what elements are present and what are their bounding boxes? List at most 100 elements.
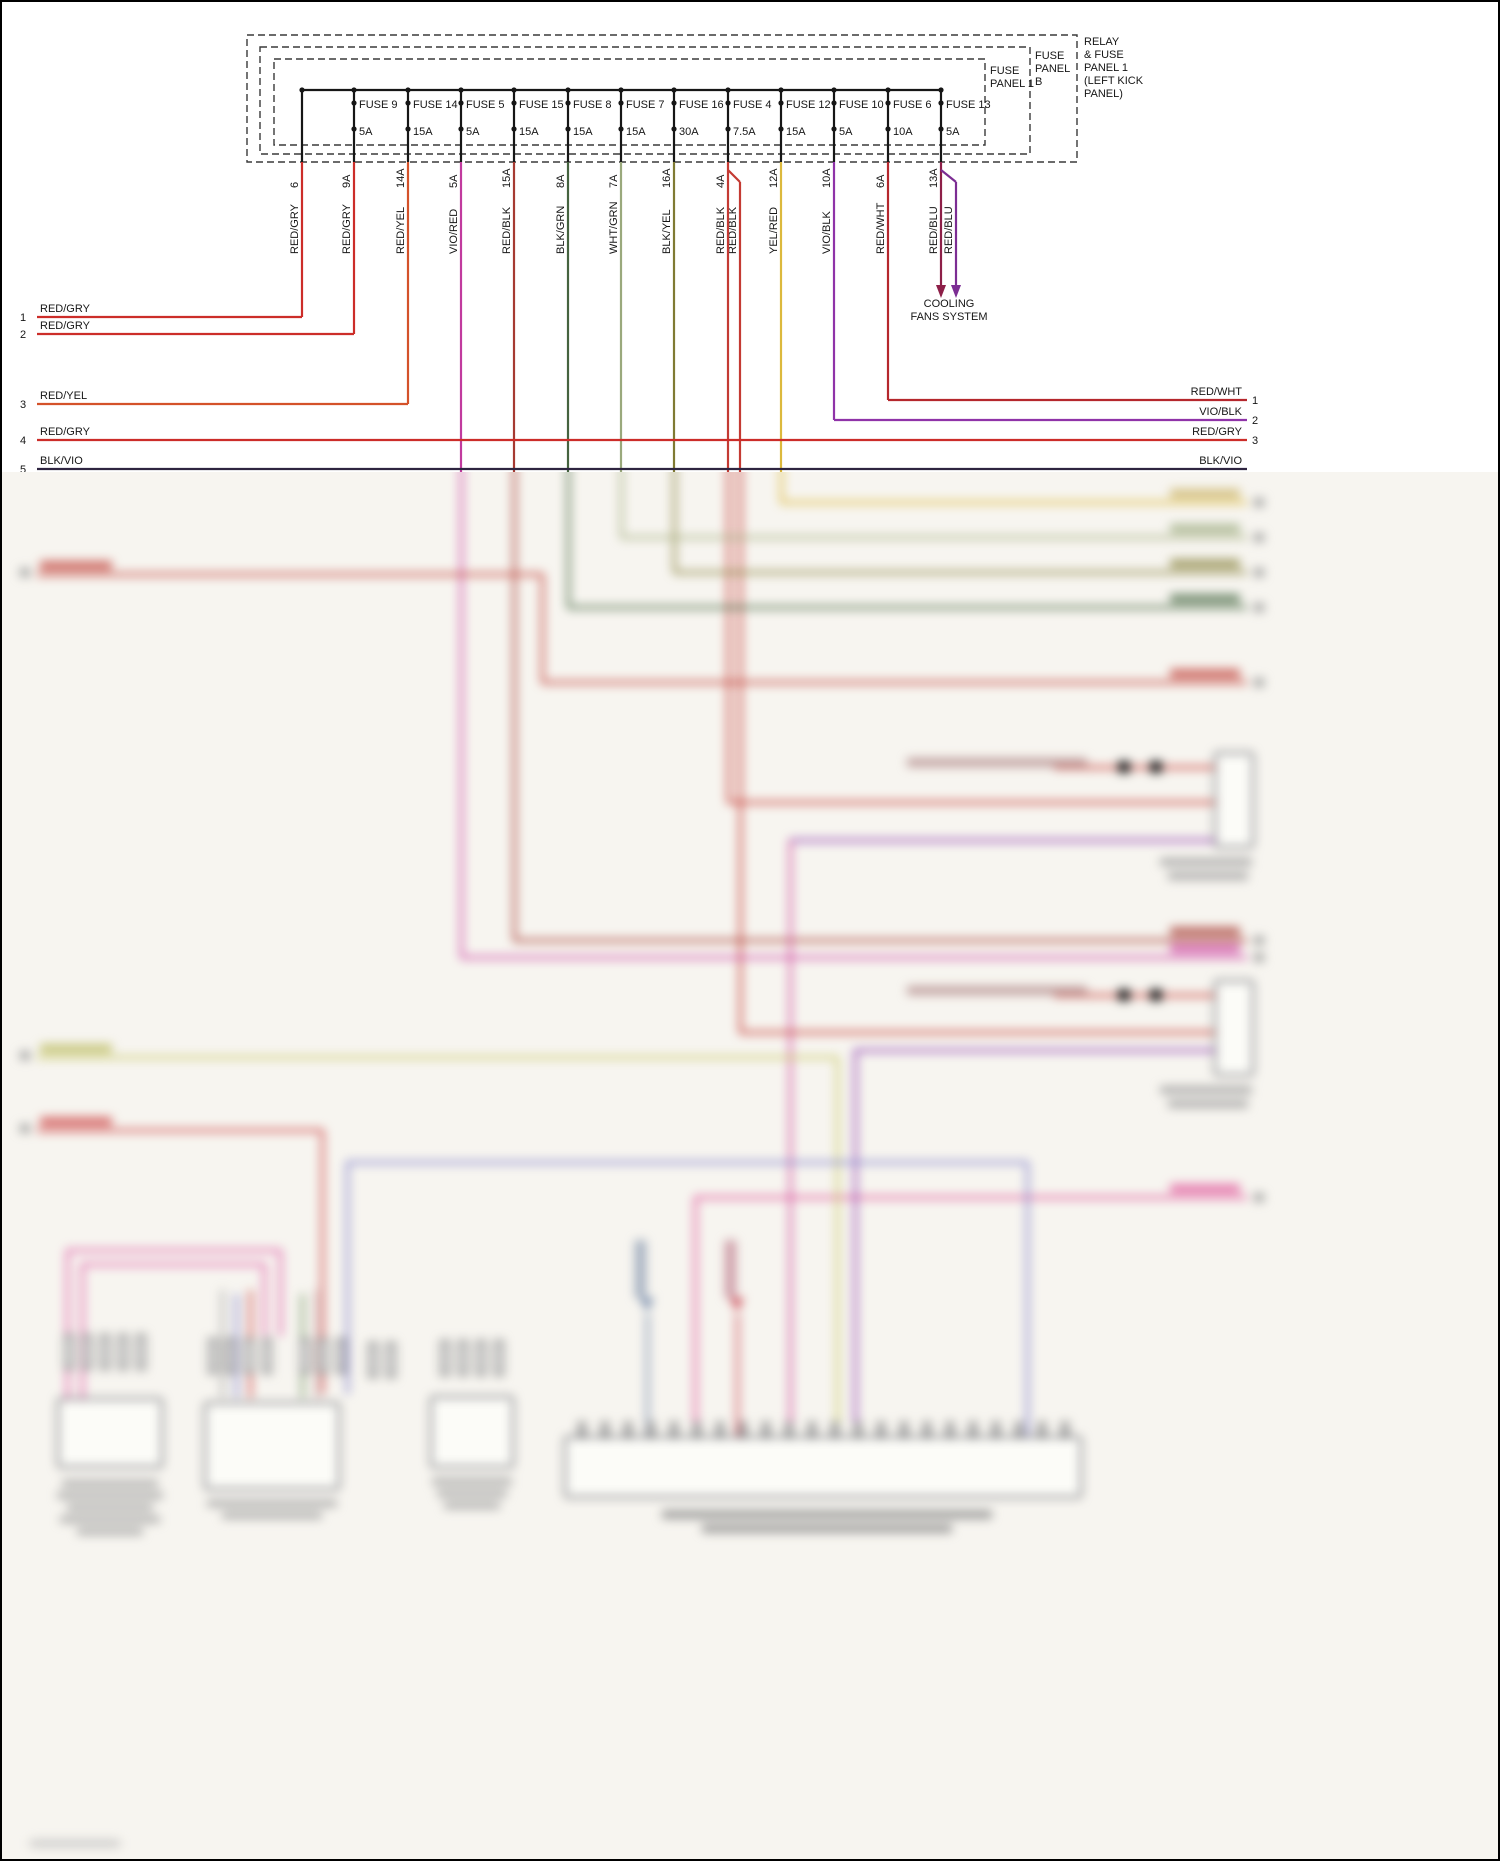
- blurred-bar: [1160, 1086, 1252, 1094]
- blurred-v: [646, 1314, 649, 1436]
- blurred-connector-pin: [578, 1422, 586, 1436]
- blurred-connector-pin: [226, 1338, 236, 1374]
- blurred-v: [81, 1264, 84, 1398]
- blurred-connector-pin: [900, 1422, 908, 1436]
- pin-label: 7A: [608, 174, 620, 188]
- fuse-panel-1-label: FUSE: [990, 65, 1019, 77]
- wire-color-label: WHT/GRN: [608, 201, 620, 254]
- blurred-bar: [635, 1240, 646, 1298]
- blurred-sq: [1118, 761, 1130, 773]
- blurred-connector-pin: [476, 1340, 486, 1376]
- blurred-connector-pin: [854, 1422, 862, 1436]
- blurred-v: [460, 472, 463, 957]
- wire-color-label: RED/BLK: [501, 206, 513, 254]
- blurred-connector-pin: [647, 1422, 655, 1436]
- blurred-v: [66, 1250, 69, 1398]
- fuse-amp: 5A: [466, 126, 480, 138]
- blurred-h: [568, 606, 1247, 609]
- blurred-bar: [1254, 678, 1264, 687]
- blurred-bar: [1254, 1193, 1264, 1202]
- fuse-panel-1-label: PANEL 1: [990, 78, 1034, 90]
- fuse-panel-1-box: [273, 58, 986, 146]
- blurred-connector-pin: [336, 1338, 346, 1374]
- wire-color-label: RED/BLK: [715, 206, 727, 254]
- blurred-box: [57, 1398, 163, 1468]
- blurred-bar: [1160, 858, 1252, 866]
- blurred-v: [513, 472, 516, 940]
- fuse-amp: 15A: [413, 126, 433, 138]
- left-pin-number: 2: [20, 329, 26, 341]
- blurred-bar: [1170, 489, 1240, 498]
- fuse-amp: 7.5A: [733, 126, 756, 138]
- pin-label: 6: [289, 182, 301, 188]
- fuse-name: FUSE 10: [839, 99, 884, 111]
- blurred-h: [1054, 766, 1214, 769]
- blurred-diagram-content: [2, 472, 1498, 1859]
- blurred-bar: [20, 1124, 30, 1133]
- blurred-h: [67, 1249, 280, 1252]
- blurred-h: [461, 956, 1247, 959]
- blurred-connector-pin: [300, 1338, 310, 1374]
- blurred-h: [514, 939, 1247, 942]
- cooling-fans-label: COOLING: [924, 298, 975, 310]
- relay-fuse-panel-1-box: [246, 34, 1078, 163]
- blurred-v: [235, 1294, 238, 1398]
- blurred-v: [263, 1264, 266, 1336]
- blurred-v: [567, 472, 570, 607]
- blurred-box: [1214, 980, 1254, 1076]
- blurred-bar: [40, 1044, 112, 1053]
- fuse-name: FUSE 4: [733, 99, 772, 111]
- blurred-h: [740, 1031, 1214, 1034]
- fuse-amp: 15A: [573, 126, 593, 138]
- blurred-box: [204, 1402, 340, 1490]
- left-wire-label: RED/YEL: [40, 390, 87, 402]
- blurred-connector-pin: [208, 1338, 218, 1374]
- pin-label: 14A: [395, 168, 407, 188]
- blurred-connector-pin: [386, 1342, 396, 1378]
- fuse-amp: 30A: [679, 126, 699, 138]
- wire-branch: [727, 169, 741, 183]
- blurred-v: [321, 1130, 324, 1394]
- blurred-bar: [222, 1512, 322, 1519]
- fuse-panel-b-label: FUSE: [1035, 50, 1064, 62]
- blurred-box: [564, 1436, 1082, 1498]
- relay-fuse-panel-label: & FUSE: [1084, 49, 1124, 61]
- blurred-h: [781, 501, 1247, 504]
- blurred-bar: [20, 1051, 30, 1060]
- fuse-amp: 15A: [626, 126, 646, 138]
- right-pin-number: 3: [1252, 435, 1258, 447]
- left-wire-label: RED/GRY: [40, 320, 91, 332]
- fuse-name: FUSE 5: [466, 99, 505, 111]
- blurred-connector-pin: [716, 1422, 724, 1436]
- blurred-connector-pin: [739, 1422, 747, 1436]
- blurred-bar: [1254, 568, 1264, 577]
- blurred-bar: [67, 1504, 153, 1511]
- pin-label: 4A: [715, 174, 727, 188]
- pin-label: 15A: [501, 168, 513, 188]
- fuse-amp: 5A: [359, 126, 373, 138]
- pin-label: 13A: [928, 168, 940, 188]
- blurred-h: [674, 571, 1247, 574]
- blurred-h: [37, 1129, 322, 1132]
- fuse-amp: 5A: [946, 126, 960, 138]
- left-pin-number: 3: [20, 399, 26, 411]
- blurred-bar: [702, 1524, 952, 1533]
- wire-color-label: RED/BLK: [727, 206, 739, 254]
- blurred-box: [430, 1396, 514, 1468]
- blurred-bar: [30, 1840, 120, 1847]
- blurred-bar: [1254, 953, 1264, 962]
- blurred-connector-pin: [368, 1342, 378, 1378]
- blurred-connector-pin: [693, 1422, 701, 1436]
- blurred-bar: [1170, 594, 1240, 603]
- blurred-h: [347, 1161, 1027, 1164]
- blurred-connector-pin: [808, 1422, 816, 1436]
- fuse-amp: 15A: [786, 126, 806, 138]
- wire-color-label: RED/WHT: [875, 202, 887, 254]
- wire-branch: [940, 169, 957, 183]
- blurred-connector-pin: [318, 1338, 328, 1374]
- blurred-bar: [907, 986, 1087, 995]
- blurred-bar: [1254, 936, 1264, 945]
- blurred-h: [1054, 994, 1214, 997]
- pin-label: 9A: [341, 174, 353, 188]
